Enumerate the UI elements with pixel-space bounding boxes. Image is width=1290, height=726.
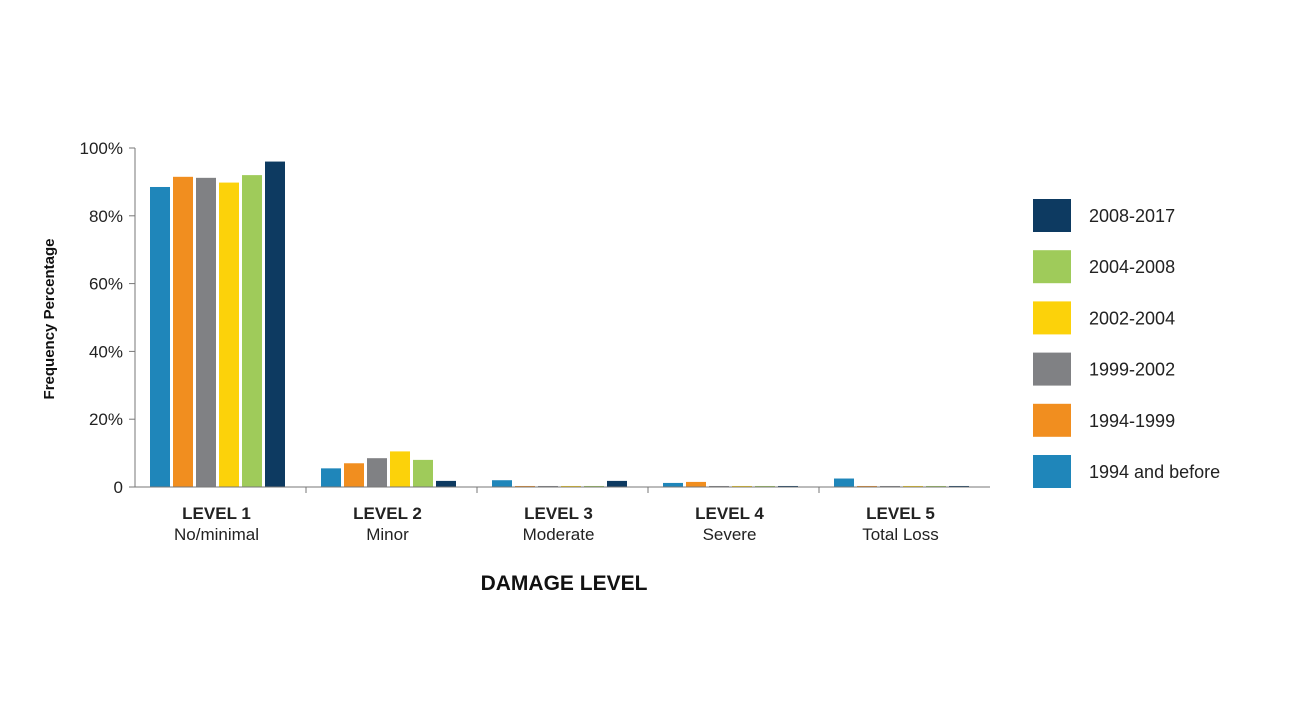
legend-swatch [1033, 250, 1071, 284]
x-tick-sublabel: Moderate [523, 525, 595, 544]
legend-label: 2008-2017 [1089, 206, 1175, 226]
x-axis-title: DAMAGE LEVEL [481, 572, 648, 595]
legend-label: 2002-2004 [1089, 308, 1175, 328]
bar [926, 485, 946, 487]
bar [686, 481, 706, 487]
bar [834, 478, 854, 487]
x-tick-label: LEVEL 5 [866, 504, 935, 523]
bar [949, 485, 969, 487]
x-tick-sublabel: Total Loss [862, 525, 939, 544]
y-tick-label: 40% [89, 342, 123, 361]
legend-label: 2004-2008 [1089, 257, 1175, 277]
x-tick-label: LEVEL 4 [695, 504, 764, 523]
bar [778, 485, 798, 487]
bar [561, 485, 581, 487]
bar [367, 458, 387, 487]
bar [219, 182, 239, 487]
bar [436, 480, 456, 487]
legend-swatch [1033, 199, 1071, 232]
legend-label: 1994-1999 [1089, 411, 1175, 431]
bar [344, 463, 364, 487]
bar [390, 451, 410, 487]
legend-label: 1994 and before [1089, 462, 1220, 482]
y-tick-label: 60% [89, 275, 123, 294]
bar [663, 482, 683, 487]
y-tick-label: 100% [80, 139, 123, 158]
y-tick-label: 80% [89, 207, 123, 226]
bar [755, 485, 775, 487]
bar [538, 485, 558, 487]
y-axis-title: Frequency Percentage [41, 239, 58, 400]
bar [173, 176, 193, 487]
y-tick-label: 20% [89, 410, 123, 429]
legend-swatch [1033, 301, 1071, 335]
bar [857, 485, 877, 487]
x-tick-sublabel: Minor [366, 525, 409, 544]
legend-swatch [1033, 352, 1071, 386]
legend-label: 1999-2002 [1089, 360, 1175, 380]
bar [903, 485, 923, 487]
bar [492, 480, 512, 487]
x-tick-label: LEVEL 3 [524, 504, 593, 523]
y-axis: 0 20% 40% 60% 80% 100% [80, 139, 136, 497]
x-tick-sublabel: No/minimal [174, 525, 259, 544]
bars [150, 161, 969, 488]
bar [880, 485, 900, 487]
x-tick-sublabel: Severe [703, 525, 757, 544]
bar [242, 175, 262, 487]
bar [584, 485, 604, 487]
bar [321, 468, 341, 487]
legend-swatch [1033, 455, 1071, 488]
y-tick-label: 0 [114, 478, 123, 497]
bar [515, 485, 535, 487]
x-tick-label: LEVEL 2 [353, 504, 422, 523]
x-tick-label: LEVEL 1 [182, 504, 251, 523]
bar [265, 161, 285, 487]
legend: 2008-2017 2004-2008 2002-2004 1999-2002 1994… [1033, 199, 1220, 488]
bar [732, 485, 752, 487]
bar [196, 177, 216, 487]
bar [150, 186, 170, 488]
bar [607, 480, 627, 487]
bar [413, 459, 433, 487]
x-axis: LEVEL 1 No/minimal LEVEL 2 Minor LEVEL 3 Mode… [135, 486, 990, 544]
legend-swatch [1033, 403, 1071, 437]
bar [709, 485, 729, 487]
